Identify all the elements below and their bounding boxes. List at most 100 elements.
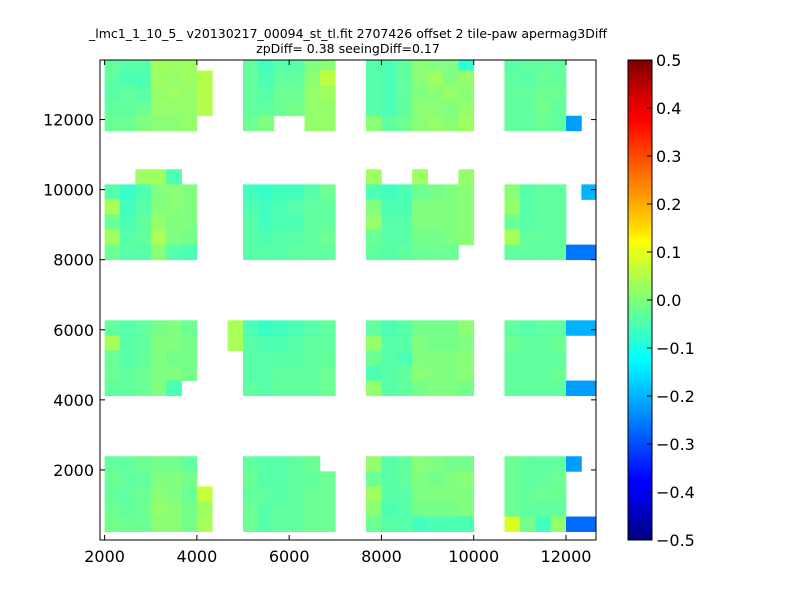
heatmap-cell (366, 60, 382, 71)
heatmap-cell (289, 335, 305, 351)
heatmap-cell (104, 456, 121, 472)
heatmap-cell (166, 471, 182, 487)
x-tick-label: 4000 (177, 547, 218, 566)
heatmap-cell (504, 85, 521, 102)
heatmap-cell (427, 486, 444, 502)
heatmap-cell (243, 380, 259, 397)
heatmap-cell (535, 199, 551, 215)
heatmap-cell (319, 365, 336, 381)
heatmap-cell (535, 486, 551, 502)
heatmap-cell (442, 244, 459, 261)
heatmap-cell (181, 70, 198, 86)
heatmap-cell (243, 100, 259, 117)
heatmap-cell (258, 244, 275, 261)
heatmap-cell (150, 85, 167, 102)
heatmap-cell (381, 100, 398, 117)
heatmap-cell (104, 244, 121, 261)
heatmap-cell (581, 516, 597, 532)
heatmap-cell (412, 501, 428, 517)
heatmap-cell (381, 365, 398, 381)
heatmap-cell (243, 115, 259, 132)
heatmap-cell (166, 244, 182, 261)
heatmap-cell (135, 350, 152, 366)
heatmap-cell (304, 60, 321, 71)
colorbar-tick-label: 0.1 (656, 243, 681, 262)
y-tick-label: 12000 (43, 111, 94, 130)
heatmap-cell (196, 486, 213, 502)
heatmap-cell (366, 214, 382, 230)
heatmap-cell (519, 486, 536, 502)
heatmap-cell (442, 335, 459, 351)
heatmap-cell (196, 501, 213, 517)
heatmap-cell (412, 184, 428, 200)
heatmap-cell (258, 380, 275, 397)
heatmap-cell (535, 516, 551, 532)
heatmap-cell (366, 229, 382, 246)
colorbar-tick-label: 0.0 (656, 291, 681, 310)
heatmap-cell (550, 229, 567, 246)
heatmap-cell (181, 244, 198, 261)
heatmap-cell (166, 350, 182, 366)
heatmap-cell (135, 365, 152, 381)
colorbar-tick-label: −0.2 (656, 387, 695, 406)
heatmap-cell (304, 335, 321, 351)
heatmap-cell (135, 244, 152, 261)
heatmap-cell (181, 501, 198, 517)
heatmap-cell (319, 244, 336, 261)
heatmap-cell (504, 184, 521, 200)
heatmap-cell (258, 501, 275, 517)
heatmap-cell (427, 335, 444, 351)
heatmap-cell (366, 100, 382, 117)
heatmap-cell (396, 335, 413, 351)
heatmap-cell (104, 350, 121, 366)
heatmap-cell (381, 456, 398, 472)
heatmap-cell (504, 380, 521, 397)
heatmap-cell (550, 486, 567, 502)
colorbar-tick-label: 0.2 (656, 195, 681, 214)
heatmap-cell (119, 244, 136, 261)
heatmap-cell (319, 516, 336, 532)
heatmap-cell (258, 335, 275, 351)
heatmap-cell (519, 350, 536, 366)
heatmap-cell (135, 184, 152, 200)
heatmap-cell (396, 516, 413, 532)
heatmap-cell (304, 320, 321, 336)
heatmap-cell (458, 184, 475, 200)
heatmap-cell (504, 486, 521, 502)
heatmap-cell (381, 70, 398, 86)
heatmap-cell (412, 60, 428, 71)
heatmap-cell (550, 501, 567, 517)
heatmap-cell (258, 365, 275, 381)
heatmap-cell (289, 184, 305, 200)
heatmap-cell (535, 456, 551, 472)
heatmap-cell (104, 516, 121, 532)
heatmap-cell (319, 335, 336, 351)
heatmap-cell (504, 70, 521, 86)
heatmap-cell (519, 70, 536, 86)
heatmap-cell (550, 214, 567, 230)
heatmap-cell (289, 214, 305, 230)
heatmap-cell (519, 456, 536, 472)
heatmap-cell (412, 365, 428, 381)
heatmap-cell (258, 70, 275, 86)
heatmap-cell (243, 60, 259, 71)
heatmap-cell (427, 70, 444, 86)
heatmap-cell (181, 199, 198, 215)
colorbar-tick-label: 0.5 (656, 51, 681, 70)
heatmap-cell (135, 70, 152, 86)
heatmap-cell (427, 471, 444, 487)
heatmap-cell (119, 320, 136, 336)
heatmap-cell (166, 100, 182, 117)
heatmap-cell (366, 70, 382, 86)
heatmap-cell (304, 456, 321, 472)
heatmap-cell (396, 456, 413, 472)
heatmap-cell (227, 320, 244, 336)
heatmap-cell (181, 60, 198, 71)
heatmap-cell (150, 320, 167, 336)
heatmap-cell (427, 320, 444, 336)
heatmap-cell (458, 229, 475, 246)
heatmap-cell (104, 335, 121, 351)
heatmap-cell (381, 229, 398, 246)
heatmap-cell (412, 214, 428, 230)
heatmap-cell (412, 169, 428, 185)
